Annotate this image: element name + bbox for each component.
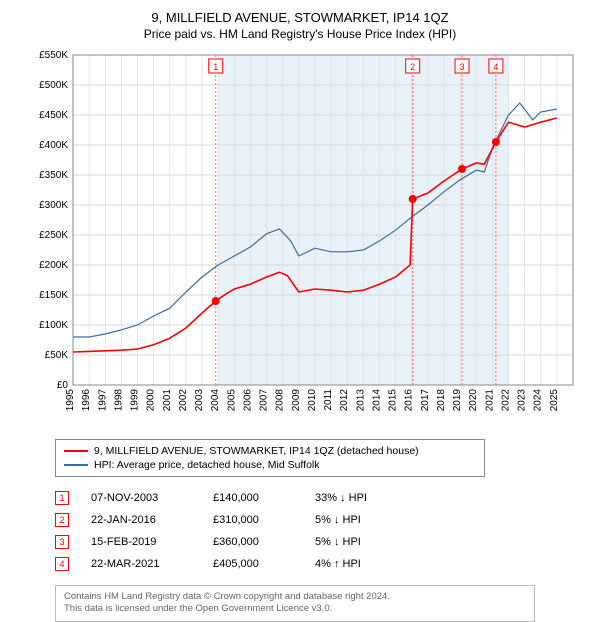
sale-marker-icon: 4 [55,557,69,571]
sale-price: £310,000 [213,514,293,526]
svg-text:2: 2 [410,62,415,72]
sales-row: 3 15-FEB-2019 £360,000 5% ↓ HPI [55,531,535,553]
legend-row-property: 9, MILLFIELD AVENUE, STOWMARKET, IP14 1Q… [64,444,476,458]
sale-price: £405,000 [213,558,293,570]
sales-row: 1 07-NOV-2003 £140,000 33% ↓ HPI [55,487,535,509]
svg-text:2013: 2013 [355,389,366,412]
svg-text:2010: 2010 [307,389,318,412]
svg-text:£400K: £400K [39,140,68,151]
sales-table: 1 07-NOV-2003 £140,000 33% ↓ HPI 2 22-JA… [55,487,535,575]
svg-text:2000: 2000 [146,389,157,412]
svg-text:£350K: £350K [39,170,68,181]
svg-text:1997: 1997 [97,389,108,412]
svg-text:2012: 2012 [339,389,350,412]
chart-subtitle: Price paid vs. HM Land Registry's House … [10,27,590,41]
svg-text:2009: 2009 [291,389,302,412]
sale-marker-icon: 2 [55,513,69,527]
legend-label-property: 9, MILLFIELD AVENUE, STOWMARKET, IP14 1Q… [94,445,419,457]
sales-row: 4 22-MAR-2021 £405,000 4% ↑ HPI [55,553,535,575]
svg-text:£150K: £150K [39,290,68,301]
svg-text:1999: 1999 [130,389,141,412]
svg-text:2024: 2024 [533,389,544,412]
svg-text:£450K: £450K [39,110,68,121]
svg-text:1998: 1998 [113,389,124,412]
sale-diff: 5% ↓ HPI [315,536,405,548]
legend-swatch-property [64,450,88,452]
svg-text:2021: 2021 [484,389,495,412]
svg-text:1995: 1995 [65,389,76,412]
legend-label-hpi: HPI: Average price, detached house, Mid … [94,459,320,471]
sale-marker-icon: 1 [55,491,69,505]
chart-area: £0£50K£100K£150K£200K£250K£300K£350K£400… [25,49,585,429]
sale-price: £140,000 [213,492,293,504]
sale-date: 22-MAR-2021 [91,558,191,570]
svg-text:2003: 2003 [194,389,205,412]
sale-marker-icon: 3 [55,535,69,549]
svg-text:2006: 2006 [242,389,253,412]
svg-text:2002: 2002 [178,389,189,412]
svg-text:2023: 2023 [517,389,528,412]
legend: 9, MILLFIELD AVENUE, STOWMARKET, IP14 1Q… [55,439,485,477]
svg-text:£250K: £250K [39,230,68,241]
svg-text:£100K: £100K [39,320,68,331]
footer-line2: This data is licensed under the Open Gov… [64,603,526,615]
svg-text:2019: 2019 [452,389,463,412]
svg-text:2001: 2001 [162,389,173,412]
svg-text:2016: 2016 [404,389,415,412]
sales-row: 2 22-JAN-2016 £310,000 5% ↓ HPI [55,509,535,531]
sale-diff: 33% ↓ HPI [315,492,405,504]
svg-text:4: 4 [493,62,498,72]
svg-text:£200K: £200K [39,260,68,271]
footer: Contains HM Land Registry data © Crown c… [55,585,535,622]
legend-swatch-hpi [64,464,88,466]
svg-text:2007: 2007 [259,389,270,412]
legend-row-hpi: HPI: Average price, detached house, Mid … [64,458,476,472]
sale-diff: 4% ↑ HPI [315,558,405,570]
sale-date: 15-FEB-2019 [91,536,191,548]
sale-price: £360,000 [213,536,293,548]
svg-text:2005: 2005 [226,389,237,412]
sale-date: 07-NOV-2003 [91,492,191,504]
svg-text:2011: 2011 [323,389,334,411]
svg-text:£500K: £500K [39,80,68,91]
svg-text:2017: 2017 [420,389,431,412]
svg-text:£50K: £50K [45,350,69,361]
svg-text:2004: 2004 [210,389,221,412]
svg-text:2015: 2015 [388,389,399,412]
svg-text:2014: 2014 [371,389,382,412]
svg-text:2008: 2008 [275,389,286,412]
svg-text:2018: 2018 [436,389,447,412]
svg-text:2022: 2022 [500,389,511,412]
sale-diff: 5% ↓ HPI [315,514,405,526]
sale-date: 22-JAN-2016 [91,514,191,526]
footer-line1: Contains HM Land Registry data © Crown c… [64,591,526,603]
svg-text:2020: 2020 [468,389,479,412]
svg-text:2025: 2025 [549,389,560,412]
svg-text:1: 1 [213,62,218,72]
chart-title: 9, MILLFIELD AVENUE, STOWMARKET, IP14 1Q… [10,10,590,25]
svg-text:£550K: £550K [39,50,68,61]
svg-text:1996: 1996 [81,389,92,412]
svg-text:3: 3 [460,62,465,72]
svg-text:£300K: £300K [39,200,68,211]
